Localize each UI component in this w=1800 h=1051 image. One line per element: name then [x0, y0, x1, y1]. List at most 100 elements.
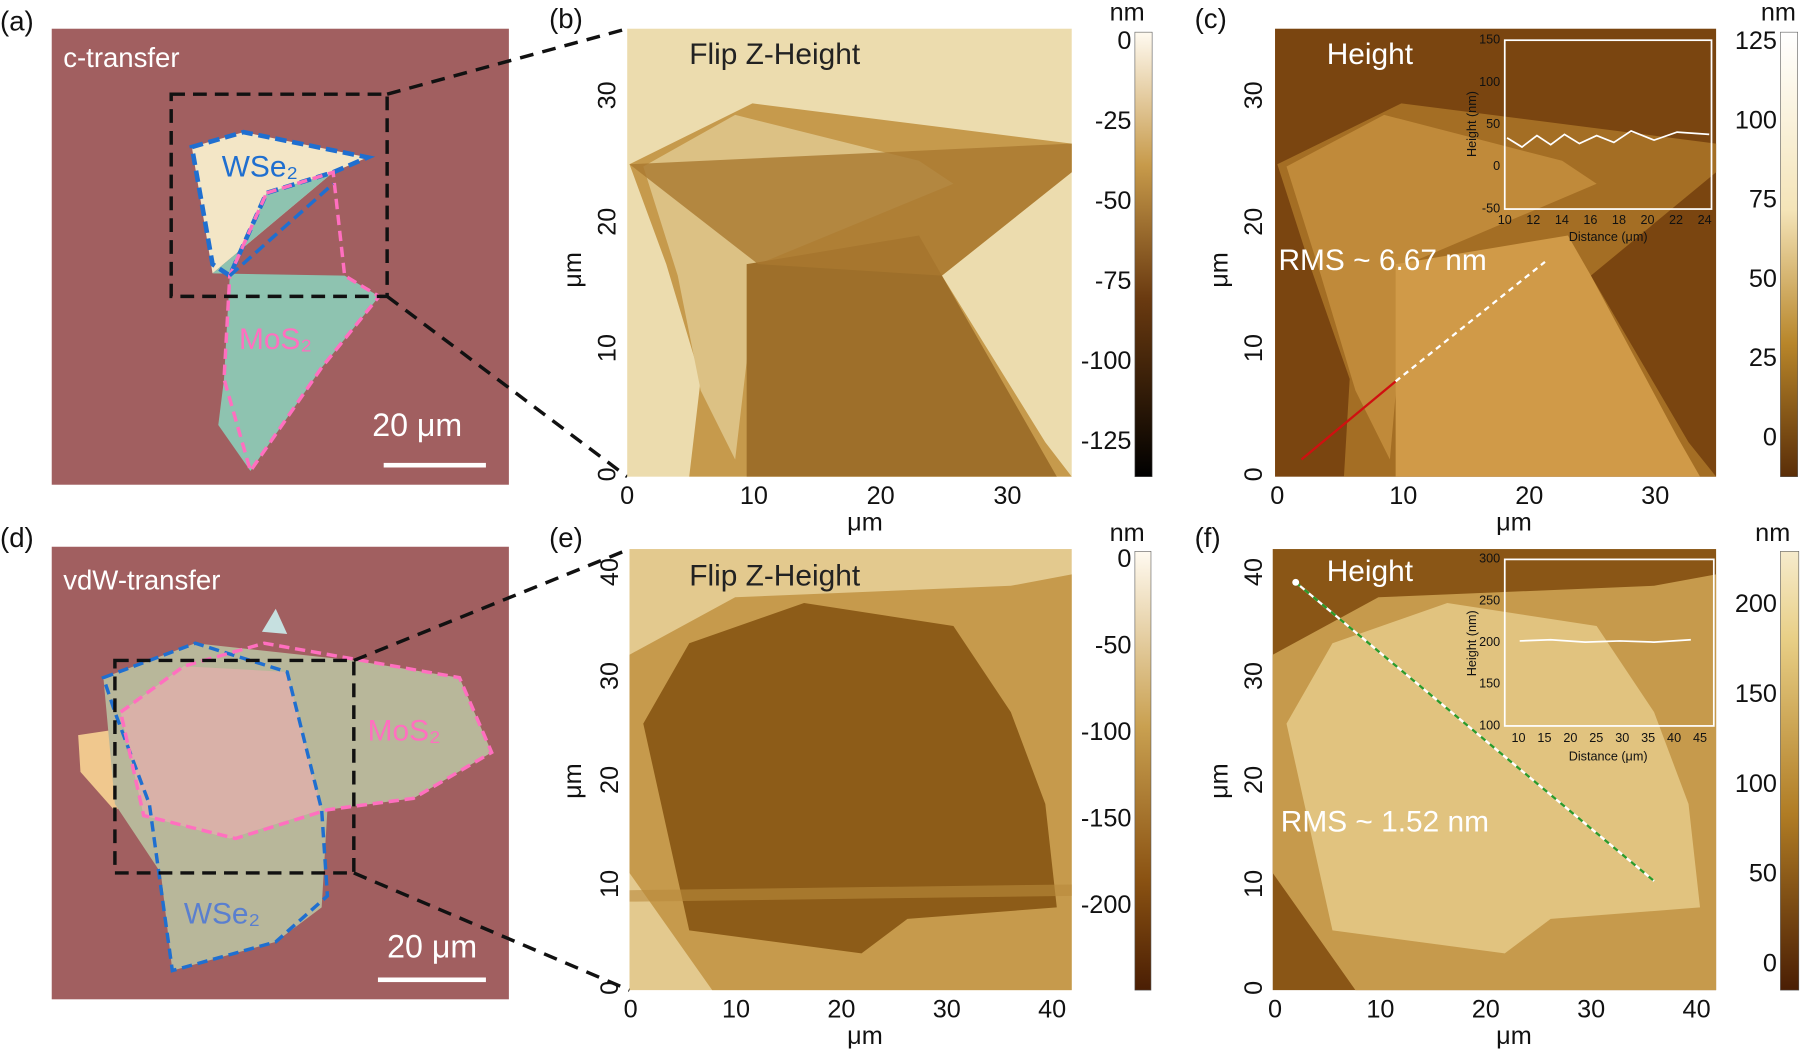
colorbar: [1134, 31, 1153, 477]
x-tick-label: 20: [1515, 482, 1543, 510]
colorbar-tick-label: -150: [1081, 805, 1132, 833]
colorbar-tick-label: 100: [1735, 106, 1777, 134]
y-tick-label: 30: [593, 81, 621, 109]
flake-label: MoS₂: [368, 715, 441, 748]
inset-y-tick-label: 150: [1479, 677, 1500, 691]
panel-label: (f): [1195, 522, 1221, 553]
scale-bar-label: 20 μm: [372, 407, 462, 443]
colorbar-tick-label: 100: [1735, 770, 1777, 798]
flake-label: WSe₂: [184, 897, 260, 930]
inset-x-tick-label: 20: [1640, 213, 1654, 227]
inset-x-tick-label: 40: [1667, 731, 1681, 745]
x-tick-label: 30: [1641, 482, 1669, 510]
x-tick-label: 0: [624, 995, 638, 1023]
colorbar-tick-label: -125: [1081, 427, 1132, 455]
afm-image-f: [1272, 549, 1717, 991]
y-tick-label: 0: [1240, 981, 1268, 995]
colorbar-tick-label: 50: [1749, 860, 1777, 888]
x-axis-label: μm: [1496, 1022, 1532, 1050]
colorbar-unit: nm: [1755, 519, 1790, 547]
panel-title: vdW-transfer: [63, 565, 220, 596]
x-tick-label: 10: [1389, 482, 1417, 510]
colorbar-tick-label: -25: [1095, 107, 1132, 135]
y-tick-label: 10: [1240, 334, 1268, 362]
inset-x-label: Distance (μm): [1569, 749, 1648, 763]
panel-title: Flip Z-Height: [689, 38, 861, 71]
scale-bar-label: 20 μm: [387, 928, 477, 964]
inset-x-tick-label: 45: [1693, 731, 1707, 745]
colorbar-tick-label: -100: [1081, 718, 1132, 746]
x-tick-label: 20: [827, 995, 855, 1023]
inset-y-label: Height (nm): [1465, 91, 1479, 157]
x-tick-label: 0: [620, 482, 634, 510]
inset-x-tick-label: 10: [1512, 731, 1526, 745]
panel-title: c-transfer: [63, 42, 179, 73]
y-tick-label: 30: [596, 662, 624, 690]
panel-label: (e): [549, 522, 583, 553]
colorbar-tick-label: 125: [1735, 27, 1777, 55]
y-tick-label: 10: [593, 334, 621, 362]
inset-y-tick-label: 200: [1479, 635, 1500, 649]
y-axis-label: μm: [559, 763, 587, 799]
inset-x-tick-label: 30: [1615, 731, 1629, 745]
flake-label: WSe₂: [222, 151, 298, 184]
colorbar-tick-label: 0: [1117, 545, 1131, 573]
x-tick-label: 0: [1268, 995, 1282, 1023]
inset-y-tick-label: 100: [1479, 75, 1500, 89]
inset-x-tick-label: 22: [1669, 213, 1683, 227]
inset-x-tick-label: 35: [1641, 731, 1655, 745]
rms-label: RMS ~ 1.52 nm: [1281, 805, 1489, 838]
colorbar-unit: nm: [1761, 0, 1796, 26]
x-tick-label: 20: [867, 482, 895, 510]
panel-title: Height: [1327, 555, 1414, 588]
afm-image-b: [627, 28, 1072, 477]
colorbar-tick-label: 25: [1749, 344, 1777, 372]
optical-image-d: [51, 546, 509, 1000]
colorbar-tick-label: -100: [1081, 347, 1132, 375]
y-tick-label: 30: [1240, 662, 1268, 690]
inset-y-label: Height (nm): [1465, 610, 1479, 676]
panel-label: (c): [1195, 3, 1227, 34]
y-tick-label: 0: [1240, 467, 1268, 481]
x-tick-label: 10: [740, 482, 768, 510]
y-axis-label: μm: [559, 252, 587, 288]
colorbar-unit: nm: [1110, 0, 1145, 26]
inset-y-tick-label: -50: [1482, 201, 1500, 215]
panel-label: (a): [0, 5, 34, 36]
afm-image-c: [1275, 28, 1717, 477]
x-tick-label: 10: [1366, 995, 1394, 1023]
x-axis-label: μm: [847, 1022, 883, 1050]
y-tick-label: 20: [1240, 208, 1268, 236]
x-tick-label: 0: [1270, 482, 1284, 510]
y-tick-label: 20: [593, 208, 621, 236]
x-tick-label: 30: [933, 995, 961, 1023]
inset-x-tick-label: 14: [1555, 213, 1569, 227]
y-axis-label: μm: [1206, 763, 1234, 799]
panel-title: Flip Z-Height: [689, 560, 861, 593]
x-tick-label: 30: [1577, 995, 1605, 1023]
colorbar-tick-label: -75: [1095, 267, 1132, 295]
colorbar: [1134, 551, 1152, 991]
colorbar: [1780, 551, 1800, 991]
y-tick-label: 40: [596, 558, 624, 586]
x-tick-label: 30: [993, 482, 1021, 510]
colorbar-tick-label: 200: [1735, 590, 1777, 618]
inset-x-label: Distance (μm): [1569, 230, 1648, 244]
y-tick-label: 0: [593, 467, 621, 481]
y-axis-label: μm: [1206, 252, 1234, 288]
y-tick-label: 30: [1240, 81, 1268, 109]
colorbar-tick-label: -200: [1081, 891, 1132, 919]
x-tick-label: 40: [1038, 995, 1066, 1023]
inset-y-tick-label: 50: [1486, 117, 1500, 131]
colorbar-tick-label: 0: [1763, 950, 1777, 978]
inset-x-tick-label: 12: [1526, 213, 1540, 227]
optical-image-a: [51, 28, 509, 485]
y-tick-label: 10: [596, 870, 624, 898]
colorbar-tick-label: 0: [1763, 423, 1777, 451]
colorbar-tick-label: 0: [1117, 27, 1131, 55]
colorbar-tick-label: -50: [1095, 632, 1132, 660]
inset-y-tick-label: 150: [1479, 33, 1500, 47]
colorbar-tick-label: 150: [1735, 680, 1777, 708]
